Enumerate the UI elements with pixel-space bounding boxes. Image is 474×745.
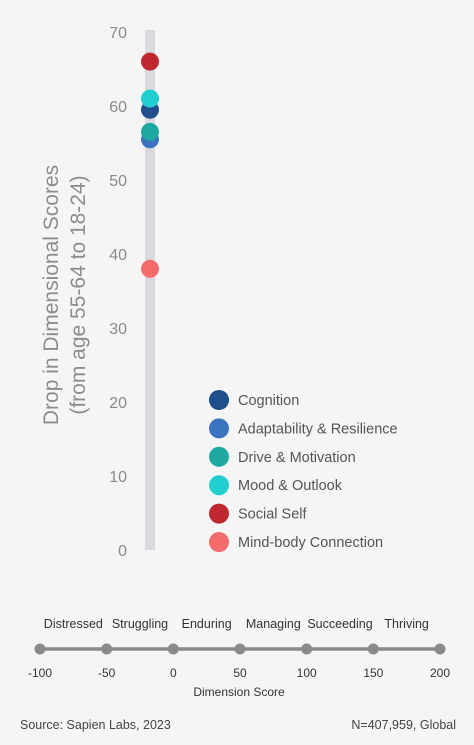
data-point	[141, 259, 159, 278]
y-tick-label: 20	[109, 395, 127, 412]
y-tick-label: 60	[109, 99, 127, 116]
score-band-label: Succeeding	[307, 617, 372, 631]
sample-size-note: N=407,959, Global	[351, 718, 456, 732]
x-tick-label: -100	[28, 666, 52, 680]
x-tick-label: 200	[430, 666, 450, 680]
legend-swatch	[209, 503, 229, 524]
scale-tick-marker	[234, 643, 246, 655]
source-note: Source: Sapien Labs, 2023	[20, 718, 171, 732]
y-tick-label: 10	[109, 469, 127, 486]
score-band-label: Struggling	[112, 617, 168, 631]
legend-label: Social Self	[238, 507, 307, 523]
y-tick-label: 70	[109, 25, 127, 42]
legend-swatch	[209, 446, 229, 467]
score-band-label: Enduring	[182, 617, 232, 631]
x-tick-label: -50	[98, 666, 116, 680]
legend-label: Mood & Outlook	[238, 478, 343, 494]
score-band-label: Managing	[246, 617, 301, 631]
legend-label: Cognition	[238, 393, 299, 409]
y-tick-label: 40	[109, 247, 127, 264]
legend-swatch	[209, 475, 229, 496]
y-tick-label: 50	[109, 173, 127, 190]
data-points	[141, 52, 159, 278]
x-tick-label: 0	[170, 666, 177, 680]
y-tick-label: 0	[118, 543, 127, 560]
scale-tick-marker	[34, 643, 46, 655]
y-axis-title-line-1: Drop in Dimensional Scores	[40, 165, 63, 425]
dimension-score-scale: -100 -50 0 50 100 150 200 Distressed Struggling E…	[28, 617, 450, 699]
legend-swatch	[209, 390, 229, 410]
y-axis-title-line-2: (from age 55-64 to 18-24)	[67, 175, 90, 414]
x-axis-title: Dimension Score	[193, 685, 285, 699]
legend-label: Adaptability & Resilience	[238, 421, 398, 437]
scale-tick-marker	[367, 643, 379, 655]
x-tick-label: 100	[297, 666, 317, 680]
legend-swatch	[209, 418, 229, 439]
scale-tick-marker	[434, 643, 446, 655]
legend-swatch	[209, 532, 229, 552]
scale-tick-marker	[101, 643, 113, 655]
scale-tick-marker	[167, 643, 179, 655]
y-tick-label: 30	[109, 321, 127, 338]
y-tick-labels: 0 10 20 30 40 50 60 70	[109, 25, 127, 560]
score-band-label: Distressed	[44, 617, 103, 631]
x-tick-label: 150	[363, 666, 383, 680]
data-point	[141, 89, 159, 108]
data-point	[141, 122, 159, 141]
legend-label: Mind-body Connection	[238, 535, 383, 551]
score-band-label: Thriving	[384, 617, 429, 631]
score-range-bar	[145, 30, 155, 550]
scale-tick-marker	[301, 643, 313, 655]
legend: Cognition Adaptability & Resilience Drive …	[209, 390, 398, 552]
data-point	[141, 52, 159, 71]
x-tick-label: 50	[233, 666, 247, 680]
legend-label: Drive & Motivation	[238, 450, 356, 466]
